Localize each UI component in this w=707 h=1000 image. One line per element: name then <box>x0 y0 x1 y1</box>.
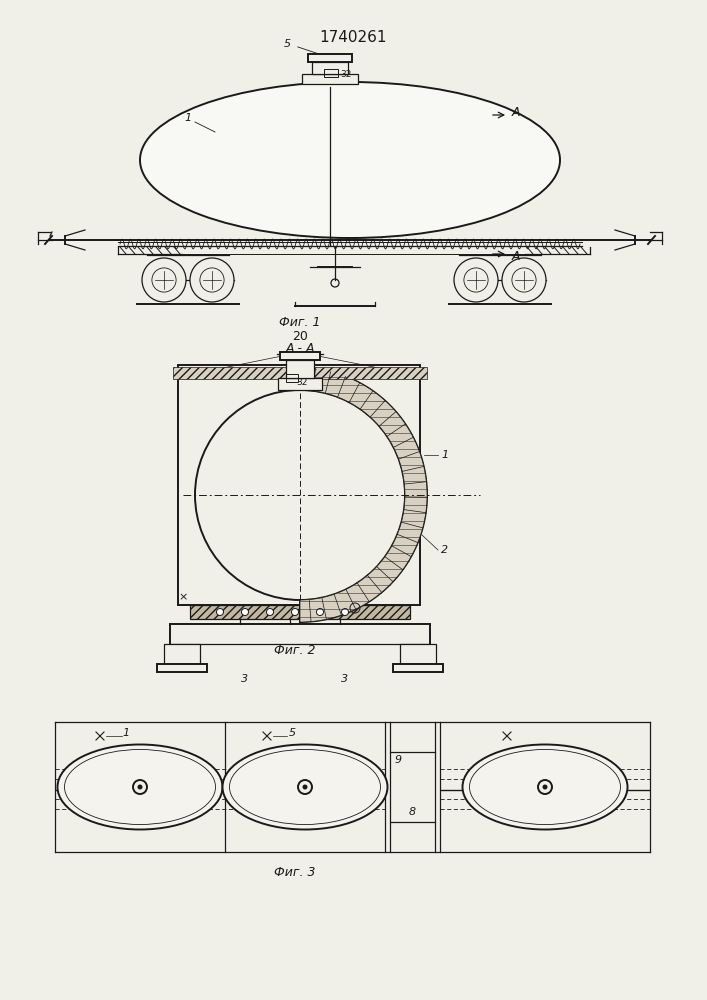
Bar <box>286 360 314 378</box>
Text: 9: 9 <box>395 755 402 765</box>
Circle shape <box>291 608 298 615</box>
Circle shape <box>216 608 223 615</box>
Ellipse shape <box>57 744 223 830</box>
Bar <box>173 367 427 379</box>
Bar <box>157 664 207 672</box>
Circle shape <box>195 390 405 600</box>
Ellipse shape <box>462 744 628 830</box>
Bar <box>164 644 200 664</box>
Text: A: A <box>512 106 520 119</box>
Bar <box>302 74 358 84</box>
Text: 5: 5 <box>284 39 291 49</box>
Text: Фиг. 2: Фиг. 2 <box>274 644 316 656</box>
Circle shape <box>538 780 552 794</box>
Bar <box>400 644 436 664</box>
Text: 1: 1 <box>441 450 448 460</box>
Text: 3: 3 <box>241 674 249 684</box>
Circle shape <box>142 258 186 302</box>
Text: 5: 5 <box>288 728 296 738</box>
Polygon shape <box>300 368 427 622</box>
Text: 1740261: 1740261 <box>320 29 387 44</box>
Bar <box>280 352 320 360</box>
Text: 8: 8 <box>409 807 416 817</box>
Circle shape <box>267 608 274 615</box>
Text: 1: 1 <box>185 113 192 123</box>
Circle shape <box>137 784 143 790</box>
Text: ×: × <box>178 592 187 602</box>
Text: 32: 32 <box>340 70 351 79</box>
Text: 3: 3 <box>341 674 349 684</box>
Ellipse shape <box>223 744 387 830</box>
Text: 2: 2 <box>441 545 448 555</box>
Circle shape <box>303 784 308 790</box>
Bar <box>393 664 443 672</box>
Circle shape <box>317 608 324 615</box>
Bar <box>278 378 322 390</box>
Circle shape <box>242 608 248 615</box>
Circle shape <box>133 780 147 794</box>
Circle shape <box>542 784 547 790</box>
Text: ×: × <box>178 368 187 378</box>
Text: Фиг. 1: Фиг. 1 <box>279 316 321 330</box>
Circle shape <box>502 258 546 302</box>
Text: 5: 5 <box>187 370 194 380</box>
Bar <box>390 752 435 822</box>
Bar <box>178 365 420 605</box>
Text: 32: 32 <box>296 378 308 387</box>
Text: 20: 20 <box>292 330 308 342</box>
Text: 1: 1 <box>122 728 129 738</box>
Bar <box>308 54 352 62</box>
Ellipse shape <box>140 82 560 238</box>
Text: A - A: A - A <box>285 342 315 355</box>
Circle shape <box>341 608 349 615</box>
Text: Фиг. 3: Фиг. 3 <box>274 865 316 879</box>
Bar <box>286 374 298 382</box>
Bar <box>324 69 338 77</box>
Circle shape <box>454 258 498 302</box>
Bar <box>190 605 410 619</box>
Text: 4: 4 <box>409 370 416 380</box>
Bar <box>312 62 348 74</box>
Text: A: A <box>512 249 520 262</box>
Circle shape <box>190 258 234 302</box>
Circle shape <box>298 780 312 794</box>
